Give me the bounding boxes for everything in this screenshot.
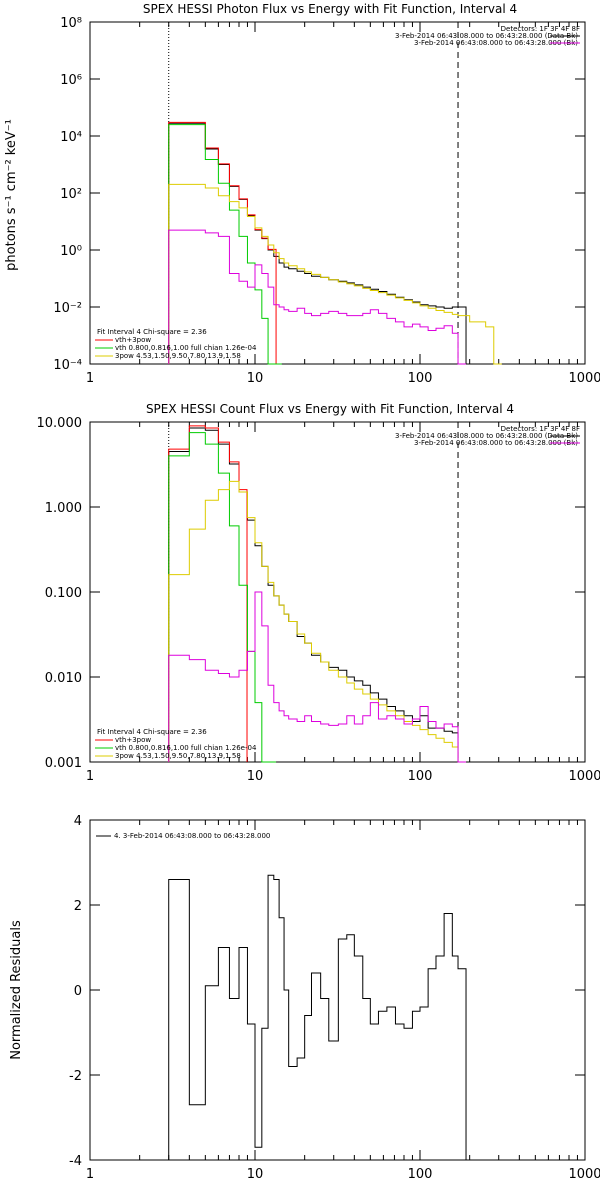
photon-ytick-label: 10⁰	[60, 244, 82, 259]
residuals-xtick-label: 1	[86, 1167, 94, 1182]
photon-series-green	[168, 124, 282, 365]
count-legend-data-bk: 3-Feb-2014 06:43:08.000 to 06:43:28.000 …	[395, 432, 578, 440]
count-legend-3pow: 3pow 4.53,1.50,9.50,7.80,13.9,1.58	[115, 752, 241, 760]
count-ytick-label: 10.000	[37, 416, 83, 431]
residuals-ytick-label: 4	[74, 814, 82, 829]
photon-legend-bk: 3-Feb-2014 06:43:08.000 to 06:43:28.000 …	[414, 39, 578, 47]
count-series-magenta	[168, 591, 467, 763]
photon-ytick-label: 10⁴	[60, 130, 82, 145]
photon-ytick-label: 10⁶	[60, 73, 82, 88]
residuals-ytick-label: -4	[69, 1154, 82, 1169]
photon-ytick-label: 10²	[60, 187, 82, 202]
count-flux-panel: SPEX HESSI Count Flux vs Energy with Fit…	[37, 402, 600, 784]
count-legend-vth: vth 0.800,0.816,1.00 full chian 1.26e-04	[115, 744, 257, 752]
count-ytick-label: 0.001	[45, 756, 82, 771]
residuals-xtick-label: 100	[408, 1167, 433, 1182]
residuals-xtick-label: 1000	[568, 1167, 600, 1182]
photon-flux-panel: SPEX HESSI Photon Flux vs Energy with Fi…	[4, 2, 600, 386]
count-legend-detectors: Detectors: 1F 3F 4F 8F	[501, 425, 580, 433]
photon-flux-title: SPEX HESSI Photon Flux vs Energy with Fi…	[143, 2, 517, 16]
count-xtick-label: 100	[408, 769, 433, 784]
count-series-black	[168, 427, 467, 763]
residuals-legend-label: 4. 3-Feb-2014 06:43:08.000 to 06:43:28.0…	[114, 832, 270, 840]
photon-legend-vth-3pow: vth+3pow	[115, 336, 151, 344]
photon-ytick-label: 10⁻²	[53, 301, 82, 316]
residuals-plot-frame	[89, 819, 586, 1161]
photon-series-magenta	[168, 229, 467, 365]
photon-legend-detectors: Detectors: 1F 3F 4F 8F	[501, 25, 580, 33]
photon-flux-plot-frame	[89, 21, 586, 365]
residuals-ytick-label: -2	[69, 1069, 82, 1084]
photon-ytick-label: 10⁻⁴	[53, 358, 82, 373]
photon-legend-fit-interval: Fit Interval 4 Chi-square = 2.36	[97, 328, 207, 336]
photon-series-yellow	[168, 183, 502, 365]
count-legend-bk: 3-Feb-2014 06:43:08.000 to 06:43:28.000 …	[414, 439, 578, 447]
count-ytick-label: 0.010	[45, 671, 82, 686]
count-flux-plot-frame	[89, 421, 586, 763]
photon-flux-ylabel: photons s⁻¹ cm⁻² keV⁻¹	[4, 119, 19, 271]
count-legend-fit-interval: Fit Interval 4 Chi-square = 2.36	[97, 728, 207, 736]
count-xtick-label: 10	[247, 769, 264, 784]
residuals-xtick-label: 10	[247, 1167, 264, 1182]
count-xtick-label: 1	[86, 769, 94, 784]
residuals-ylabel: Normalized Residuals	[9, 920, 24, 1060]
count-series-red	[168, 425, 248, 762]
count-ytick-label: 1.000	[45, 501, 82, 516]
residuals-ytick-label: 2	[74, 899, 82, 914]
photon-xtick-label: 10	[247, 371, 264, 386]
count-flux-title: SPEX HESSI Count Flux vs Energy with Fit…	[146, 402, 514, 416]
photon-xtick-label: 1	[86, 371, 94, 386]
residuals-ytick-label: 0	[74, 984, 82, 999]
photon-ytick-label: 10⁸	[60, 16, 82, 31]
photon-legend-3pow: 3pow 4.53,1.50,9.50,7.80,13.9,1.58	[115, 352, 241, 360]
photon-xtick-label: 100	[408, 371, 433, 386]
photon-legend-data-bk: 3-Feb-2014 06:43:08.000 to 06:43:28.000 …	[395, 32, 578, 40]
residuals-panel: 1 10 100 1000 -4 -2 0 2 4 Normalized Residuals 4…	[9, 814, 600, 1182]
count-series-green	[168, 432, 277, 763]
count-legend-vth-3pow: vth+3pow	[115, 736, 151, 744]
photon-xtick-label: 1000	[568, 371, 600, 386]
count-xtick-label: 1000	[568, 769, 600, 784]
residuals-series-black	[168, 874, 467, 1160]
photon-legend-vth: vth 0.800,0.816,1.00 full chian 1.26e-04	[115, 344, 257, 352]
count-ytick-label: 0.100	[45, 586, 82, 601]
count-series-yellow	[168, 480, 467, 763]
